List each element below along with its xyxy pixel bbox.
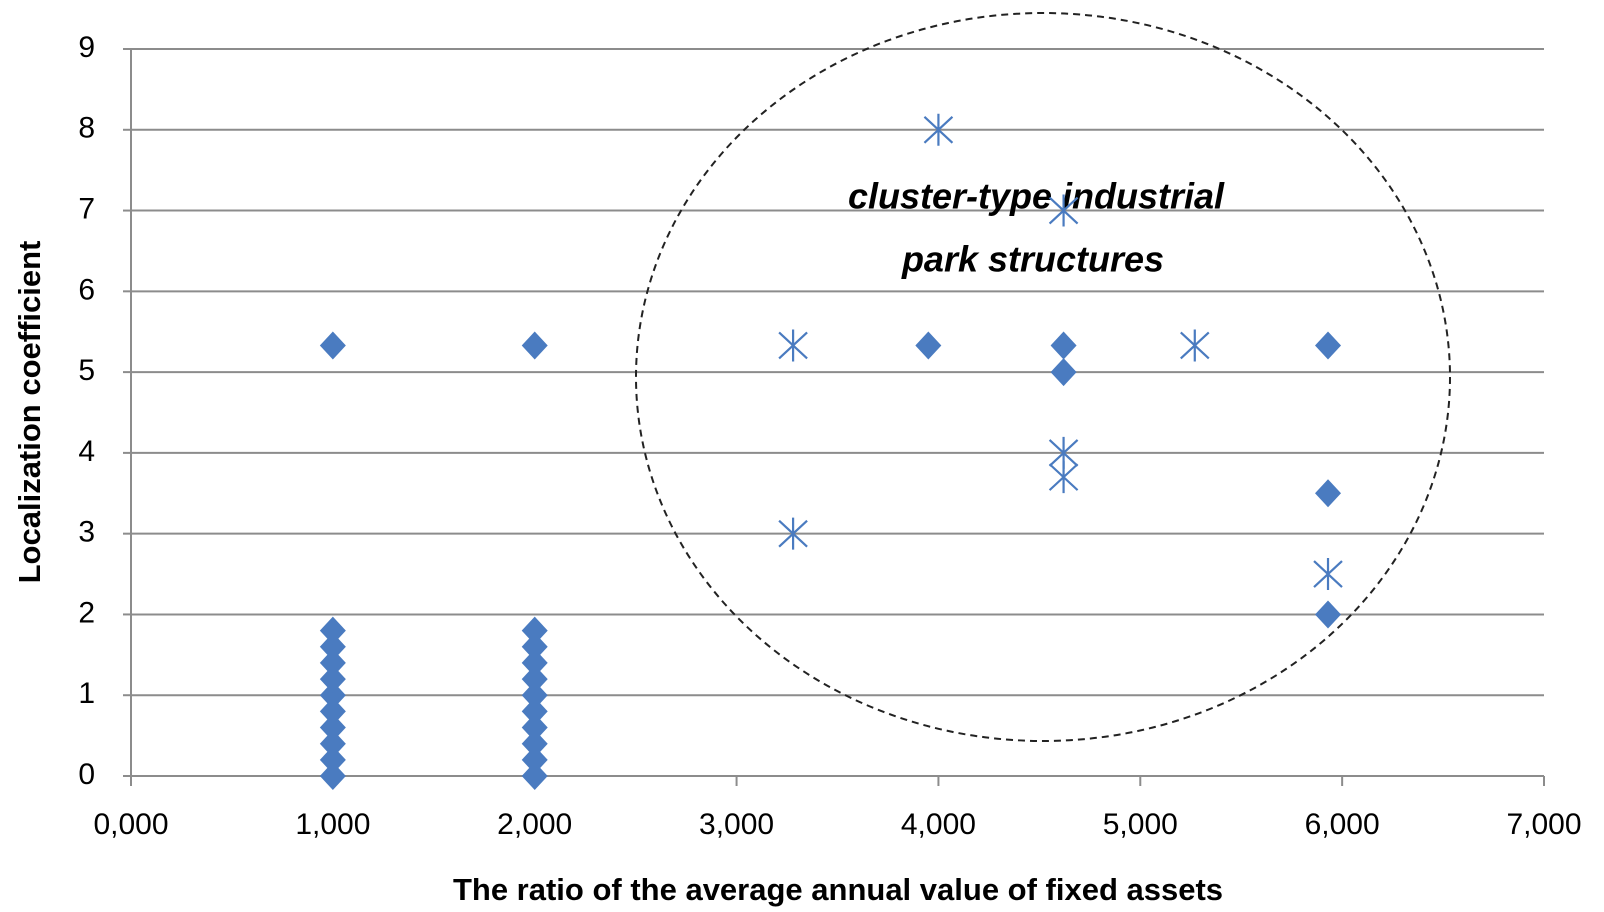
diamond-point: [319, 681, 346, 710]
y-tick-label: 9: [78, 31, 95, 64]
diamond-point: [319, 616, 346, 645]
x-tick-label: 3,000: [699, 808, 774, 841]
diamond-point: [319, 729, 346, 758]
x-tick-label: 2,000: [497, 808, 572, 841]
x-tick-label: 1,000: [295, 808, 370, 841]
diamond-point: [521, 713, 548, 742]
diamond-point: [1315, 331, 1342, 360]
diamond-point: [521, 697, 548, 726]
diamond-point: [521, 681, 548, 710]
diamond-point: [319, 331, 346, 360]
asterisk-point: [1048, 461, 1079, 494]
diamond-point: [319, 697, 346, 726]
diamond-point: [319, 713, 346, 742]
y-tick-label: 2: [78, 596, 95, 629]
asterisk-point: [1180, 329, 1210, 362]
x-axis-title: The ratio of the average annual value of…: [453, 872, 1223, 907]
y-tick-label: 3: [78, 516, 95, 549]
asterisk-point: [1048, 194, 1079, 227]
y-tick-label: 1: [78, 677, 95, 710]
diamond-point: [319, 632, 346, 661]
asterisk-point: [778, 329, 808, 362]
diamond-point: [319, 665, 346, 694]
diamond-point: [521, 745, 548, 774]
diamond-point: [915, 331, 942, 360]
y-tick-label: 7: [78, 192, 95, 225]
diamond-point: [1050, 358, 1077, 387]
y-tick-label: 5: [78, 354, 95, 387]
asterisk-point: [778, 517, 808, 550]
y-tick-label: 0: [78, 758, 95, 791]
diamond-point: [1315, 479, 1342, 508]
diamond-point: [521, 729, 548, 758]
asterisk-point: [923, 113, 954, 146]
y-tick-label: 6: [78, 273, 95, 306]
diamond-point: [319, 745, 346, 774]
x-tick-label: 0,000: [93, 808, 168, 841]
x-tick-label: 4,000: [901, 808, 976, 841]
diamond-point: [521, 632, 548, 661]
y-axis-title: Localization coefficient: [12, 241, 47, 584]
diamond-point: [319, 762, 346, 790]
diamond-point: [1050, 331, 1077, 360]
cluster-ellipse: [635, 12, 1451, 742]
diamond-point: [521, 665, 548, 694]
x-tick-label: 6,000: [1305, 808, 1380, 841]
diamond-point: [521, 331, 548, 360]
diamond-point: [1315, 600, 1342, 629]
asterisk-point: [1313, 558, 1343, 591]
annotation-line: cluster-type industrial: [848, 176, 1225, 217]
diamond-point: [521, 648, 548, 677]
y-tick-label: 8: [78, 112, 95, 145]
y-tick-label: 4: [78, 435, 95, 468]
diamond-point: [521, 762, 548, 790]
x-tick-label: 5,000: [1103, 808, 1178, 841]
diamond-point: [521, 616, 548, 645]
diamond-point: [319, 648, 346, 677]
x-tick-label: 7,000: [1506, 808, 1581, 841]
annotation-line: park structures: [901, 239, 1164, 280]
